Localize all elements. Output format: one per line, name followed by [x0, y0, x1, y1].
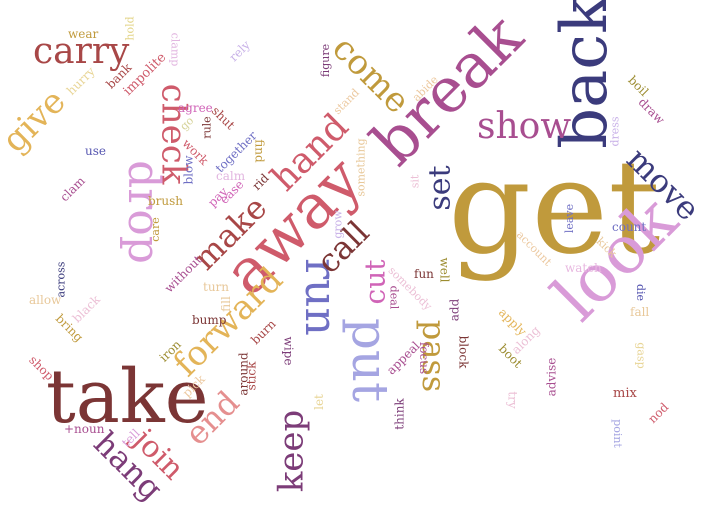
word-clamp: clamp	[168, 32, 182, 67]
word-sit: sit	[408, 174, 422, 189]
word-calm: calm	[216, 169, 246, 183]
word-carry: carry	[33, 31, 130, 72]
word-turn: turn	[203, 280, 230, 294]
word-boil: boil	[625, 73, 652, 99]
word-noun: +noun	[64, 422, 105, 436]
word-well: well	[437, 257, 452, 283]
word-wear: wear	[68, 27, 99, 41]
word-care: care	[148, 217, 162, 242]
word-shut: shut	[208, 103, 238, 133]
word-figure: figure	[319, 43, 333, 78]
word-allow: allow	[29, 293, 62, 307]
word-stick: stick	[244, 361, 259, 391]
word-set: set	[422, 165, 458, 211]
word-block: block	[456, 335, 471, 369]
word-find: find	[252, 139, 267, 163]
word-rely: rely	[226, 37, 253, 65]
word-gasp: gasp	[634, 342, 648, 369]
word-stand: stand	[330, 86, 362, 117]
word-cut: cut	[358, 259, 392, 305]
word-think: think	[392, 398, 407, 430]
word-fill: fill	[218, 296, 233, 312]
word-dress: dress	[608, 116, 622, 147]
word-take: take	[46, 354, 209, 440]
word-grow: grow	[331, 210, 345, 239]
word-clam: clam	[57, 173, 88, 205]
word-mix: mix	[613, 386, 637, 401]
word-something: something	[354, 138, 368, 197]
word-leave: leave	[563, 203, 577, 234]
word-bump: bump	[192, 313, 227, 327]
word-advise: advise	[544, 357, 559, 397]
word-give: give	[0, 81, 74, 161]
word-draw: draw	[635, 95, 668, 127]
word-brush: brush	[148, 194, 184, 208]
word-point: point	[610, 419, 624, 448]
word-rule: rule	[200, 116, 214, 139]
word-fun: fun	[414, 267, 434, 281]
word-let: let	[311, 394, 326, 410]
word-fall: fall	[630, 305, 650, 319]
word-show: show	[477, 106, 572, 147]
word-blow: blow	[181, 155, 196, 185]
word-try: try	[505, 391, 520, 409]
word-count: count	[612, 220, 647, 234]
word-add: add	[447, 298, 462, 322]
word-get: get	[448, 131, 661, 283]
word-wipe: wipe	[281, 336, 296, 366]
word-keep: keep	[271, 409, 312, 493]
word-hold: hold	[123, 16, 137, 41]
word-die: die	[634, 283, 648, 302]
word-use: use	[85, 144, 106, 158]
word-deal: deal	[387, 285, 401, 310]
word-put: put	[341, 317, 400, 403]
word-watch: watch	[565, 261, 602, 275]
word-agree: agree	[178, 101, 213, 115]
word-black: black	[69, 292, 103, 326]
word-nod: nod	[645, 400, 672, 426]
